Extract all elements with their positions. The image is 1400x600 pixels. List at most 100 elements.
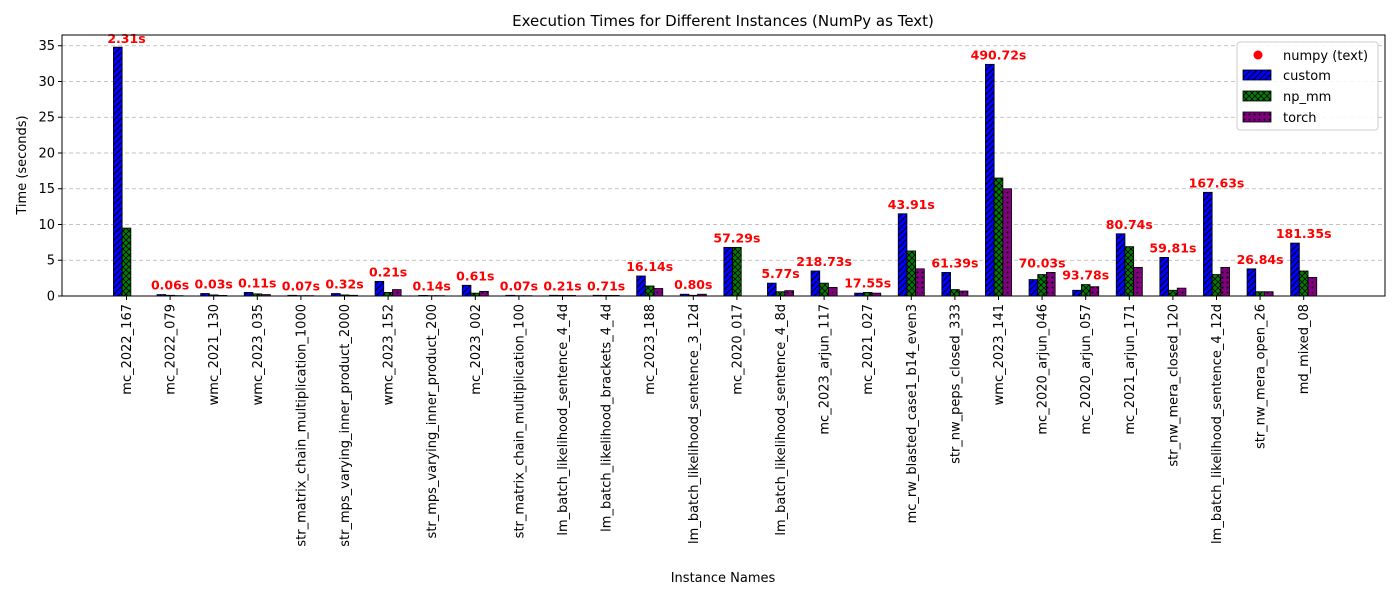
x-axis-title: Instance Names xyxy=(671,571,776,586)
bar-hatch-np_mm xyxy=(732,247,742,296)
numpy-text-label: 0.71s xyxy=(587,278,625,293)
bars xyxy=(113,46,1318,297)
bar-hatch-np_mm xyxy=(383,292,393,296)
bar-hatch-torch xyxy=(1133,267,1143,296)
bar-hatch-np_mm xyxy=(950,289,960,296)
numpy-text-label: 57.29s xyxy=(713,230,760,245)
numpy-text-label: 167.63s xyxy=(1189,175,1245,190)
bar-hatch-torch xyxy=(784,290,794,296)
bar-hatch-torch xyxy=(1046,272,1056,296)
x-tick-label: mc_rw_blasted_case1_b14_even3 xyxy=(905,304,920,523)
y-gridlines xyxy=(62,45,1385,261)
bar-hatch-custom xyxy=(113,47,123,297)
y-tick-label: 20 xyxy=(38,146,55,161)
x-tick-label: str_matrix_chain_multiplication_100 xyxy=(512,304,527,538)
bar-hatch-custom xyxy=(1290,243,1300,296)
bar-hatch-np_mm xyxy=(252,293,262,296)
bar-hatch-torch xyxy=(1177,288,1186,296)
legend-label-np-mm: np_mm xyxy=(1283,90,1331,105)
numpy-text-label: 26.84s xyxy=(1237,252,1284,267)
bar-hatch-np_mm xyxy=(209,294,219,296)
numpy-text-label: 80.74s xyxy=(1106,217,1153,232)
bar-hatch-custom xyxy=(898,213,907,296)
x-tick-label: str_nw_mera_open_26 xyxy=(1254,304,1269,449)
bar-hatch-torch xyxy=(915,268,925,296)
bar-hatch-custom xyxy=(200,293,210,296)
numpy-text-label: 0.07s xyxy=(500,278,538,293)
numpy-text-label: 0.07s xyxy=(282,278,320,293)
bar-hatch-torch xyxy=(1308,277,1317,296)
bar-hatch-custom xyxy=(985,64,995,296)
bar-hatch-torch xyxy=(697,294,707,296)
x-tick-label: mc_2022_167 xyxy=(120,304,135,395)
numpy-text-label: 0.80s xyxy=(674,277,712,292)
legend-frame xyxy=(1236,41,1379,131)
numpy-text-label: 17.55s xyxy=(844,275,891,290)
numpy-text-label: 0.14s xyxy=(413,278,451,293)
bar-hatch-torch xyxy=(654,288,663,296)
x-tick-label: str_matrix_chain_multiplication_1000 xyxy=(294,304,309,547)
bar-hatch-torch xyxy=(392,289,402,296)
bar-hatch-custom xyxy=(1116,233,1125,296)
x-tick-label: str_mps_varying_inner_product_200 xyxy=(425,304,440,538)
bar-hatch-torch xyxy=(261,294,271,296)
bar-hatch-custom xyxy=(767,283,777,296)
numpy-text-label: 0.11s xyxy=(238,275,276,290)
legend-swatch-custom-hatch xyxy=(1243,70,1271,80)
numpy-text-label: 59.81s xyxy=(1149,240,1196,255)
y-tick-label: 5 xyxy=(47,254,55,269)
y-tick-label: 10 xyxy=(38,218,55,233)
bar-hatch-custom xyxy=(636,275,646,296)
numpy-text-label: 0.03s xyxy=(195,276,233,291)
x-tick-label: mc_2023_arjun_117 xyxy=(818,304,833,435)
bar-hatch-custom xyxy=(723,247,733,296)
bar-hatch-np_mm xyxy=(776,291,785,296)
bar-hatch-custom xyxy=(680,294,689,296)
bar-hatch-custom xyxy=(941,272,951,296)
legend-marker-numpy-text xyxy=(1253,50,1263,60)
data-labels: 2.31s 0.06s 0.03s 0.11s 0.07s 0.32s 0.21s 0.14s… xyxy=(107,31,1331,293)
bar-hatch-torch xyxy=(1264,291,1274,296)
numpy-text-label: 0.06s xyxy=(151,278,189,293)
numpy-text-label: 2.31s xyxy=(107,31,145,46)
bar-hatch-np_mm xyxy=(1168,290,1178,296)
x-tick-label: wmc_2021_130 xyxy=(207,304,222,405)
numpy-text-label: 61.39s xyxy=(931,255,978,270)
bar-hatch-np_mm xyxy=(470,293,480,296)
bar-hatch-custom xyxy=(375,281,384,296)
bar-hatch-custom xyxy=(462,285,471,296)
x-axis: mc_2022_167 mc_2022_079 wmc_2021_130 wmc_20… xyxy=(120,296,1312,547)
bar-hatch-custom xyxy=(331,293,341,296)
bar-hatch-np_mm xyxy=(340,294,349,296)
x-tick-label: mc_2020_017 xyxy=(730,304,745,395)
bar-hatch-np_mm xyxy=(1299,270,1309,296)
bar-hatch-custom xyxy=(1159,257,1169,296)
bar-hatch-np_mm xyxy=(994,178,1003,296)
x-tick-label: mc_2020_arjun_057 xyxy=(1079,304,1094,435)
bar-hatch-np_mm xyxy=(863,292,873,296)
numpy-text-label: 181.35s xyxy=(1276,226,1332,241)
x-tick-label: mc_2021_027 xyxy=(861,304,876,395)
x-tick-label: lm_batch_likelihood_sentence_3_12d xyxy=(687,304,702,544)
bar-hatch-custom xyxy=(854,293,864,296)
y-tick-label: 30 xyxy=(38,75,55,90)
legend-label-numpy-text: numpy (text) xyxy=(1283,49,1368,64)
bar-hatch-np_mm xyxy=(645,285,655,296)
numpy-text-label: 16.14s xyxy=(626,259,673,274)
x-tick-label: lm_batch_likelihood_brackets_4_4d xyxy=(600,304,615,532)
x-tick-label: mc_2021_arjun_171 xyxy=(1123,304,1138,435)
x-tick-label: wmc_2023_035 xyxy=(251,304,266,405)
bar-hatch-torch xyxy=(1220,267,1230,296)
y-tick-label: 15 xyxy=(38,182,55,197)
bar-hatch-custom xyxy=(1072,290,1082,296)
y-axis: 0 5 10 15 20 25 30 35 xyxy=(38,39,62,305)
numpy-text-label: 0.61s xyxy=(456,268,494,283)
bar-hatch-custom xyxy=(1247,268,1256,296)
x-tick-label: str_nw_mera_closed_120 xyxy=(1166,304,1181,467)
bar-hatch-np_mm xyxy=(819,283,829,296)
bar-hatch-torch xyxy=(828,287,838,296)
numpy-text-label: 0.21s xyxy=(543,278,581,293)
bar-hatch-torch xyxy=(959,290,968,296)
bar-hatch-np_mm xyxy=(1255,291,1265,296)
